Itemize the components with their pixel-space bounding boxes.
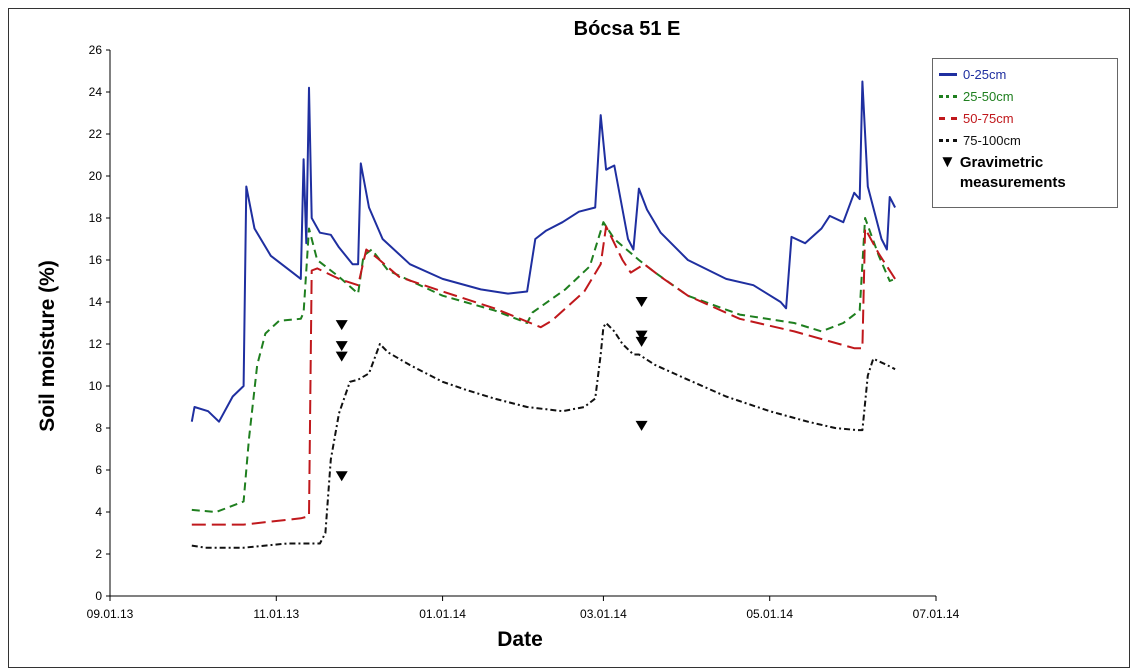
- legend-swatch: [939, 94, 957, 98]
- gravimetric-marker: [635, 336, 648, 347]
- triangle-down-icon: ▼: [939, 152, 956, 171]
- legend-swatch: [939, 116, 957, 120]
- gravimetric-marker: [635, 297, 648, 307]
- gravimetric-marker: [335, 471, 348, 482]
- y-tick-label: 22: [89, 127, 103, 141]
- chart-title: Bócsa 51 E: [573, 18, 681, 40]
- legend-item-gravimetric: ▼ Gravimetric measurements: [939, 153, 1066, 193]
- y-tick-label: 18: [89, 211, 103, 225]
- y-tick-label: 24: [89, 85, 103, 99]
- series-line-75-100cm: [191, 322, 896, 549]
- series-line-50-75cm: [191, 225, 896, 526]
- legend-label-line1: Gravimetric: [959, 154, 1044, 171]
- legend: 0-25cm 25-50cm 50-75cm 75-100cm ▼ Gravim…: [932, 58, 1118, 208]
- legend-label: 25-50cm: [963, 88, 1014, 104]
- y-tick-label: 20: [89, 169, 103, 183]
- legend-label: 50-75cm: [963, 110, 1014, 126]
- legend-swatch: [939, 138, 957, 142]
- y-tick-label: 10: [89, 379, 103, 393]
- x-tick-label: 07.01.14: [913, 607, 960, 621]
- legend-label: 0-25cm: [963, 66, 1007, 82]
- x-tick-label: 01.01.14: [419, 607, 466, 621]
- y-tick-label: 8: [95, 421, 102, 435]
- x-tick-label: 05.01.14: [746, 607, 793, 621]
- y-tick-label: 12: [89, 337, 103, 351]
- x-tick-label: 09.01.13: [87, 607, 134, 621]
- legend-label: Gravimetric measurements: [960, 153, 1066, 193]
- y-tick-label: 0: [95, 589, 102, 603]
- y-tick-label: 14: [89, 295, 103, 309]
- legend-item-50-75cm: 50-75cm: [939, 109, 1014, 127]
- y-tick-label: 26: [89, 43, 103, 57]
- y-tick-label: 4: [95, 505, 102, 519]
- y-tick-label: 2: [95, 547, 102, 561]
- legend-label: 75-100cm: [963, 132, 1021, 148]
- y-tick-label: 16: [89, 253, 103, 267]
- gravimetric-marker: [635, 330, 648, 341]
- x-tick-label: 03.01.14: [580, 607, 627, 621]
- gravimetric-marker: [635, 420, 648, 431]
- legend-swatch: [939, 72, 957, 76]
- y-tick-label: 6: [95, 463, 102, 477]
- legend-item-0-25cm: 0-25cm: [939, 65, 1006, 83]
- gravimetric-marker: [335, 341, 348, 352]
- series-line-25-50cm: [191, 217, 896, 513]
- x-axis-label: Date: [497, 628, 543, 651]
- gravimetric-marker: [335, 351, 348, 362]
- legend-item-25-50cm: 25-50cm: [939, 87, 1014, 105]
- x-tick-label: 11.01.13: [253, 607, 299, 621]
- legend-label-line2: measurements: [959, 174, 1066, 191]
- series-line-0-25cm: [190, 80, 896, 423]
- legend-item-75-100cm: 75-100cm: [939, 131, 1021, 149]
- gravimetric-marker: [335, 320, 348, 331]
